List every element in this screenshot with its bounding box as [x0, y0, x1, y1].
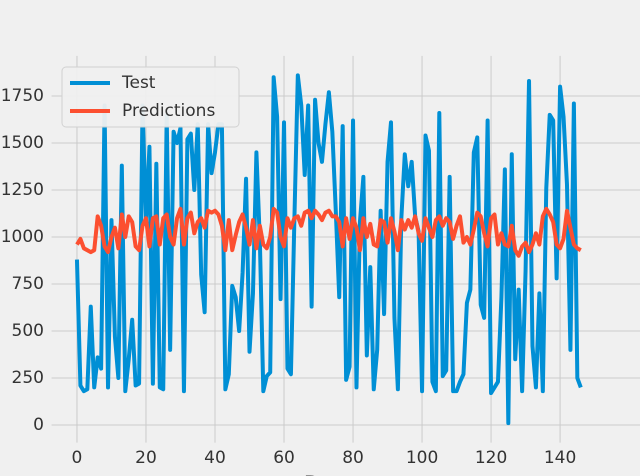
legend: Test Predictions: [61, 66, 240, 128]
x-axis-label: Date: [304, 473, 357, 476]
legend-label: Predictions: [122, 101, 215, 121]
x-tick-label: 60: [273, 448, 295, 468]
y-tick-label: 1500: [1, 133, 44, 153]
x-tick-label: 40: [204, 448, 226, 468]
x-tick-label: 100: [406, 448, 438, 468]
legend-label: Test: [121, 73, 156, 93]
x-tick-label: 80: [342, 448, 364, 468]
y-tick-label: 250: [12, 368, 44, 388]
y-tick-label: 750: [12, 274, 44, 294]
y-tick-label: 500: [12, 321, 44, 341]
x-tick-label: 120: [475, 448, 507, 468]
plot-lines: [74, 73, 583, 426]
x-tick-label: 140: [544, 448, 576, 468]
x-tick-label: 20: [135, 448, 157, 468]
y-tick-label: 1750: [1, 86, 44, 106]
x-tick-label: 0: [72, 448, 83, 468]
y-tick-label: 0: [33, 415, 44, 435]
y-tick-label: 1000: [1, 227, 44, 247]
series-line: [75, 206, 582, 258]
y-tick-label: 1250: [1, 180, 44, 200]
series-line: [74, 73, 583, 426]
